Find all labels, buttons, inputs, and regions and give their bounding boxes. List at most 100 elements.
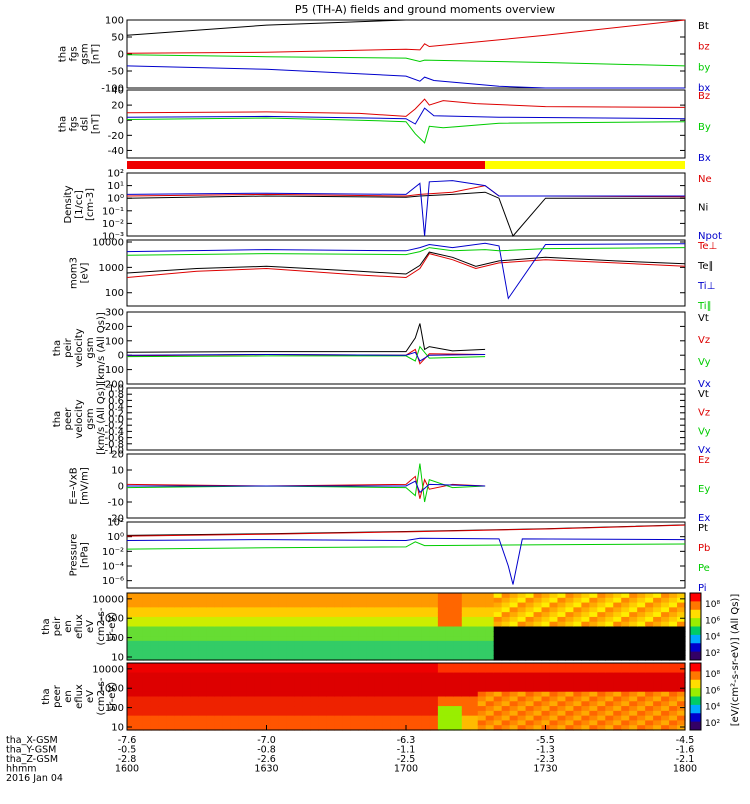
y-axis-label: E=-VxB bbox=[69, 467, 80, 504]
spectrogram-cell bbox=[398, 696, 407, 702]
spectrogram-cell bbox=[597, 593, 606, 599]
spectrogram-cell bbox=[549, 621, 559, 628]
spectrogram-cell bbox=[677, 682, 686, 688]
spectrogram-cell bbox=[302, 650, 311, 656]
y-axis-label: eflux bbox=[74, 684, 85, 709]
spectrogram-cell bbox=[262, 701, 272, 707]
spectrogram-cell bbox=[198, 663, 208, 669]
spectrogram-cell bbox=[637, 655, 646, 661]
y-tick-label: -0.8 bbox=[104, 439, 124, 450]
spectrogram-cell bbox=[222, 667, 232, 674]
spectrogram-cell bbox=[158, 725, 168, 731]
spectrogram-cell bbox=[453, 672, 463, 678]
spectrogram-cell bbox=[214, 706, 224, 712]
spectrogram-cell bbox=[334, 696, 343, 702]
spectrogram-cell bbox=[278, 593, 288, 599]
spectrogram-cell bbox=[286, 655, 295, 661]
spectrogram-cell bbox=[549, 715, 559, 722]
spectrogram-cell bbox=[429, 645, 439, 652]
spectrogram-cell bbox=[557, 725, 567, 731]
spectrogram-cell bbox=[605, 691, 614, 698]
spectrogram-cell bbox=[206, 650, 216, 656]
spectrogram-cell bbox=[565, 715, 574, 722]
spectrogram-cell bbox=[589, 631, 598, 637]
spectrogram-cell bbox=[206, 706, 216, 712]
spectrogram-cell bbox=[270, 677, 280, 683]
spectrogram-cell bbox=[589, 696, 598, 702]
spectrogram-cell bbox=[134, 682, 144, 688]
spectrogram-cell bbox=[453, 686, 463, 693]
spectrogram-cell bbox=[429, 682, 439, 688]
spectrogram-cell bbox=[190, 597, 200, 604]
spectrogram-cell bbox=[493, 720, 503, 726]
spectrogram-cell bbox=[621, 672, 630, 678]
spectrogram-cell bbox=[597, 597, 606, 604]
spectrogram-cell bbox=[206, 667, 216, 674]
legend-entry: Vy bbox=[698, 357, 711, 368]
spectrogram-cell bbox=[390, 677, 399, 683]
spectrogram-cell bbox=[150, 686, 160, 693]
spectrogram-cell bbox=[533, 631, 543, 637]
spectrogram-cell bbox=[565, 602, 574, 608]
y-axis-label: tha bbox=[41, 688, 52, 704]
spectrogram-cell bbox=[445, 636, 455, 642]
spectrogram-cell bbox=[661, 621, 670, 628]
spectrogram-cell bbox=[382, 706, 391, 712]
spectrogram-cell bbox=[613, 593, 622, 599]
spectrogram-cell bbox=[342, 696, 351, 702]
colorbar-frame bbox=[689, 662, 702, 731]
spectrogram-cell bbox=[653, 701, 662, 707]
spectrogram-cell bbox=[493, 655, 503, 661]
spectrogram-cell bbox=[230, 672, 240, 678]
spectrogram-cell bbox=[294, 682, 303, 688]
spectrogram-cell bbox=[182, 710, 192, 717]
spectrogram-cell bbox=[310, 677, 319, 683]
spectrogram-cell bbox=[390, 691, 399, 698]
spectrogram-cell bbox=[557, 720, 567, 726]
spectrogram-cell bbox=[549, 636, 559, 642]
spectrogram-cell bbox=[134, 696, 144, 702]
spectrogram-cell bbox=[597, 691, 606, 698]
spectrogram-cell bbox=[158, 593, 168, 599]
spectrogram-cell bbox=[469, 720, 479, 726]
spectrogram-cell bbox=[270, 645, 280, 652]
spectrogram-cell bbox=[485, 607, 495, 613]
spectrogram-cell bbox=[358, 686, 367, 693]
spectrogram-cell bbox=[134, 607, 144, 613]
spectrogram-cell bbox=[398, 645, 407, 652]
spectrogram-cell bbox=[525, 650, 535, 656]
spectrogram-cell bbox=[158, 640, 168, 647]
spectrogram-cell bbox=[158, 645, 168, 652]
spectrogram-cell bbox=[453, 616, 463, 623]
spectrogram-cell bbox=[262, 672, 272, 678]
spectrogram-cell bbox=[358, 597, 367, 604]
spectrogram-cell bbox=[270, 631, 280, 637]
y-axis-label: eV bbox=[85, 690, 96, 703]
spectrogram-cell bbox=[182, 621, 192, 628]
spectrogram-cell bbox=[174, 672, 184, 678]
legend-entry: Ez bbox=[698, 455, 710, 466]
spectrogram-cell bbox=[326, 725, 335, 731]
spectrogram-cell bbox=[509, 626, 519, 632]
spectrogram-cell bbox=[206, 626, 216, 632]
spectrogram-cell bbox=[278, 621, 288, 628]
spectrogram-cell bbox=[413, 650, 423, 656]
y-tick-label: 0.6 bbox=[108, 396, 124, 407]
spectrogram-cell bbox=[629, 667, 638, 674]
spectrogram-cell bbox=[334, 691, 343, 698]
spectrogram-cell bbox=[645, 607, 654, 613]
series-line-Ni bbox=[126, 191, 685, 237]
spectrogram-cell bbox=[134, 616, 144, 623]
spectrogram-cell bbox=[621, 607, 630, 613]
spectrogram-cell bbox=[573, 655, 582, 661]
spectrogram-cell bbox=[421, 640, 431, 647]
y-axis-label: sr-eV) bbox=[107, 612, 118, 641]
spectrogram-cell bbox=[533, 710, 543, 717]
spectrogram-cell bbox=[134, 691, 144, 698]
colorbar-swatch bbox=[690, 593, 701, 602]
spectrogram-cell bbox=[629, 677, 638, 683]
spectrogram-cell bbox=[581, 597, 590, 604]
